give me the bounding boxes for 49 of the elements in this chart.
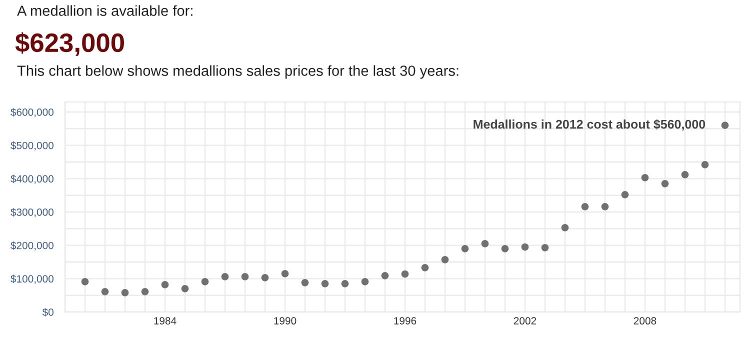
chart-title: $623,000 [15, 32, 124, 56]
y-tick-label: $100,000 [10, 274, 54, 284]
x-tick-label: 1990 [274, 317, 296, 325]
point [581, 202, 589, 210]
point [561, 224, 569, 232]
y-tick-label: $200,000 [10, 241, 54, 250]
y-tick-label: $600,000 [10, 108, 54, 118]
point [421, 264, 429, 272]
point [281, 270, 289, 278]
point [361, 278, 369, 286]
point [161, 280, 169, 288]
point [201, 278, 209, 286]
point [681, 170, 689, 178]
chart-subtitle: This chart below shows medallions sales prices for the last 30 years: [17, 65, 458, 79]
point [401, 270, 409, 278]
point [481, 240, 489, 248]
y-tick-label: $300,000 [10, 208, 54, 218]
annotation: Medallions in 2012 cost about $560,000 [474, 119, 706, 130]
point [641, 174, 649, 182]
point [721, 122, 729, 130]
point [121, 288, 129, 296]
point [701, 160, 709, 168]
point [321, 280, 329, 288]
point [501, 244, 509, 252]
point [521, 243, 529, 251]
point [141, 288, 149, 296]
point [461, 244, 469, 252]
y-tick-label: $500,000 [10, 141, 54, 150]
point [81, 278, 89, 286]
point [661, 180, 669, 188]
point [621, 190, 629, 198]
point [221, 272, 229, 280]
x-tick-label: 2008 [634, 317, 656, 325]
x-tick-label: 1984 [154, 317, 176, 325]
point [301, 278, 309, 286]
point [381, 272, 389, 280]
point [241, 272, 249, 280]
point [441, 256, 449, 264]
point [261, 274, 269, 282]
point [101, 288, 109, 296]
point [181, 284, 189, 292]
text: A medallion is available for: [17, 5, 192, 16]
point [541, 244, 549, 252]
x-tick-label: 2002 [514, 317, 536, 325]
x-tick-label: 1996 [394, 317, 416, 325]
y-tick-label: $0 [42, 308, 54, 316]
point [601, 202, 609, 210]
point [341, 280, 349, 288]
y-tick-label: $400,000 [10, 174, 54, 184]
